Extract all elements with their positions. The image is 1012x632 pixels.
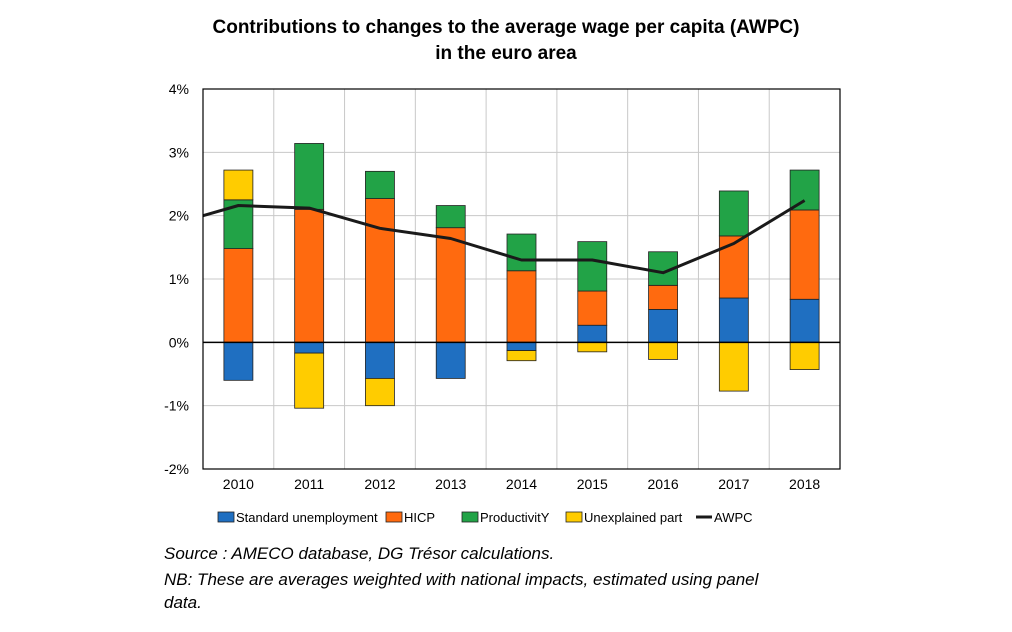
nb-note-line-1: NB: These are averages weighted with nat…: [164, 570, 759, 589]
legend-swatch-standard-unemployment: [217, 511, 235, 523]
legend-swatch-productivity: [461, 511, 479, 523]
bar-segment-unexplained-part-2016: [648, 341, 678, 360]
x-tick-label: 2018: [789, 476, 820, 492]
bar-segment-productivity-2012: [365, 170, 395, 199]
x-tick-label: 2010: [223, 476, 254, 492]
bar-segment-standard-unemployment-2011: [294, 341, 325, 354]
nb-note-line-2: data.: [164, 593, 202, 612]
x-tick-label: 2014: [506, 476, 537, 492]
bar-segment-hicp-2012: [365, 198, 395, 343]
bar-segment-hicp-2011: [294, 208, 325, 343]
legend-swatch-unexplained-part: [565, 511, 583, 523]
legend-label: Unexplained part: [584, 510, 683, 525]
source-note: Source : AMECO database, DG Trésor calcu…: [164, 544, 555, 563]
y-tick-label: 0%: [169, 334, 189, 350]
y-tick-label: 3%: [169, 144, 189, 160]
bar-segment-unexplained-part-2017: [718, 341, 749, 392]
bar-segment-unexplained-part-2011: [294, 352, 325, 409]
legend-label: Standard unemployment: [236, 510, 378, 525]
bar-segment-standard-unemployment-2015: [577, 324, 608, 343]
legend-swatch-hicp: [385, 511, 403, 523]
legend-label: HICP: [404, 510, 435, 525]
x-tick-label: 2016: [647, 476, 678, 492]
bar-segment-productivity-2011: [294, 143, 325, 210]
bar-segment-standard-unemployment-2014: [506, 341, 537, 351]
chart-title-line-2: in the euro area: [435, 43, 577, 64]
y-tick-label: 1%: [169, 271, 189, 287]
bar-segment-unexplained-part-2010: [223, 169, 254, 201]
plot-area-border: [202, 88, 841, 470]
bar-segment-unexplained-part-2014: [506, 350, 537, 362]
bar-segment-standard-unemployment-2018: [789, 298, 820, 343]
bar-segment-hicp-2013: [435, 227, 466, 343]
chart-title-line-1: Contributions to changes to the average …: [212, 17, 800, 38]
bar-segment-hicp-2016: [648, 284, 678, 310]
bar-segment-standard-unemployment-2012: [365, 341, 395, 379]
chart-svg: -2% -1% 0% 1% 2% 3% 4% 2010 2011 2012 2013 2014 2015…: [164, 81, 841, 525]
y-tick-label: -2%: [164, 461, 189, 477]
bar-segment-productivity-2018: [789, 169, 820, 211]
bar-segment-unexplained-part-2012: [365, 378, 395, 407]
bar-segment-productivity-2014: [506, 233, 537, 272]
bar-segment-hicp-2017: [718, 235, 749, 299]
x-tick-label: 2017: [718, 476, 749, 492]
y-tick-label: 4%: [169, 81, 189, 97]
bar-segment-standard-unemployment-2016: [648, 308, 678, 343]
bar-segment-hicp-2010: [223, 248, 254, 343]
x-tick-label: 2012: [364, 476, 395, 492]
awpc-line: [202, 199, 806, 275]
bar-segment-productivity-2017: [718, 190, 749, 237]
bar-segment-hicp-2018: [789, 209, 820, 300]
y-tick-label: 2%: [169, 208, 189, 224]
legend-label: ProductivitY: [480, 510, 550, 525]
bar-segment-standard-unemployment-2010: [223, 341, 254, 381]
x-tick-label: 2013: [435, 476, 466, 492]
bar-segment-standard-unemployment-2013: [435, 341, 466, 379]
bar-segment-productivity-2013: [435, 205, 466, 229]
bar-segment-productivity-2015: [577, 241, 608, 292]
legend-label: AWPC: [714, 510, 753, 525]
bar-segment-unexplained-part-2015: [577, 341, 608, 353]
x-tick-label: 2011: [294, 476, 324, 492]
bar-segment-hicp-2015: [577, 290, 608, 326]
x-tick-label: 2015: [577, 476, 608, 492]
bar-segment-hicp-2014: [506, 270, 537, 343]
bar-segment-unexplained-part-2018: [789, 341, 820, 370]
y-tick-label: -1%: [164, 398, 189, 414]
bar-segment-standard-unemployment-2017: [718, 297, 749, 343]
